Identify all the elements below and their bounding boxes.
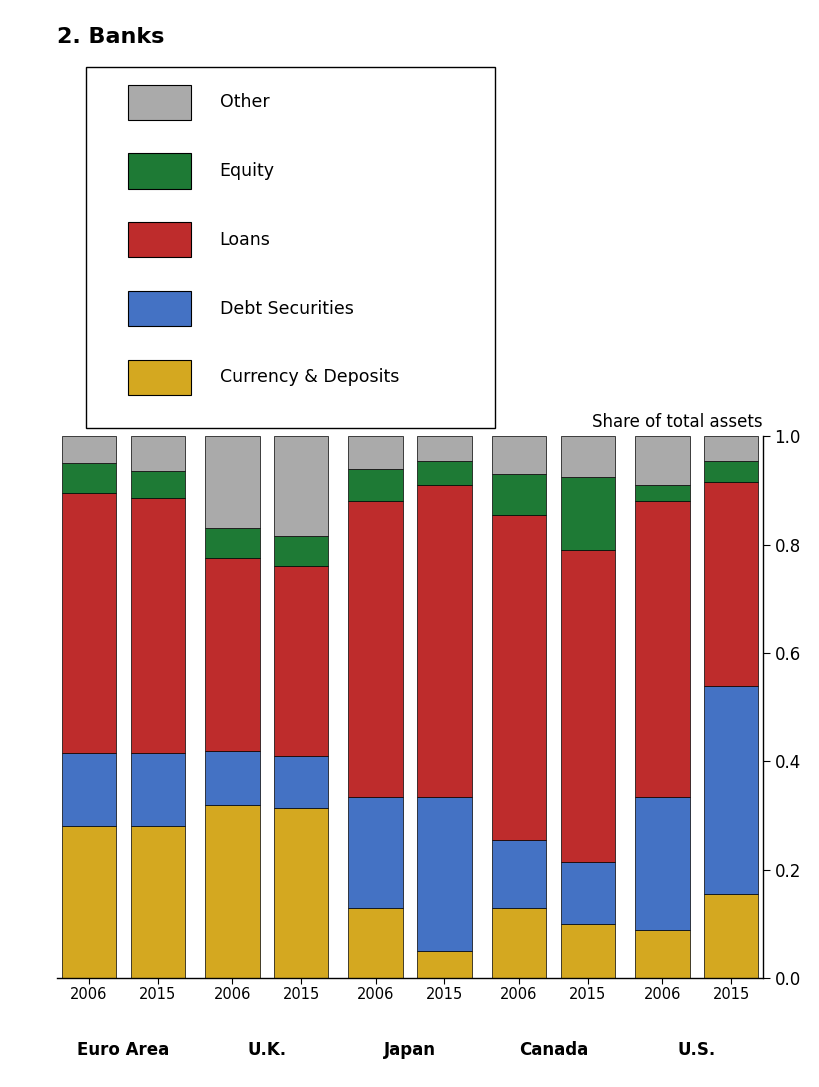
Text: Japan: Japan: [383, 1040, 436, 1059]
Bar: [703, 461, 758, 483]
Bar: [130, 753, 185, 826]
Bar: [634, 501, 689, 797]
Bar: [348, 797, 402, 908]
Bar: [560, 477, 614, 550]
FancyBboxPatch shape: [128, 85, 191, 120]
Bar: [130, 436, 185, 472]
Bar: [130, 826, 185, 978]
Bar: [274, 536, 328, 566]
Text: Equity: Equity: [219, 162, 274, 180]
FancyBboxPatch shape: [128, 153, 191, 189]
Bar: [205, 528, 259, 558]
Bar: [61, 753, 116, 826]
Bar: [348, 468, 402, 501]
Text: Currency & Deposits: Currency & Deposits: [219, 368, 399, 386]
Bar: [703, 436, 758, 461]
Bar: [417, 461, 471, 485]
Bar: [61, 436, 116, 463]
Bar: [491, 474, 545, 515]
Text: Euro Area: Euro Area: [77, 1040, 170, 1059]
Bar: [560, 436, 614, 477]
Text: Other: Other: [219, 93, 269, 111]
Bar: [61, 463, 116, 493]
Text: 2. Banks: 2. Banks: [57, 27, 165, 47]
Bar: [205, 804, 259, 978]
Bar: [61, 493, 116, 753]
Bar: [130, 499, 185, 753]
Bar: [491, 515, 545, 840]
Bar: [634, 485, 689, 501]
Bar: [274, 808, 328, 978]
Bar: [703, 895, 758, 978]
Text: U.S.: U.S.: [676, 1040, 715, 1059]
Bar: [61, 826, 116, 978]
FancyBboxPatch shape: [128, 291, 191, 326]
Bar: [417, 436, 471, 461]
Bar: [348, 501, 402, 797]
Bar: [560, 862, 614, 924]
Bar: [417, 951, 471, 978]
Bar: [491, 908, 545, 978]
Text: U.K.: U.K.: [247, 1040, 286, 1059]
Bar: [417, 797, 471, 951]
Bar: [634, 929, 689, 978]
Bar: [703, 483, 758, 686]
Bar: [348, 436, 402, 468]
Bar: [703, 686, 758, 895]
Bar: [560, 550, 614, 862]
Bar: [130, 472, 185, 499]
Bar: [205, 558, 259, 751]
Bar: [274, 755, 328, 808]
Bar: [274, 436, 328, 536]
Bar: [417, 485, 471, 797]
Bar: [634, 797, 689, 929]
FancyBboxPatch shape: [128, 222, 191, 258]
Text: Loans: Loans: [219, 230, 270, 249]
Text: Canada: Canada: [518, 1040, 587, 1059]
Text: Share of total assets: Share of total assets: [591, 413, 762, 430]
Bar: [634, 436, 689, 485]
Text: Debt Securities: Debt Securities: [219, 300, 353, 317]
Bar: [491, 436, 545, 474]
Bar: [560, 924, 614, 978]
Bar: [205, 436, 259, 528]
Bar: [205, 751, 259, 804]
Bar: [274, 566, 328, 755]
FancyBboxPatch shape: [128, 360, 191, 395]
Bar: [348, 908, 402, 978]
Bar: [491, 840, 545, 908]
